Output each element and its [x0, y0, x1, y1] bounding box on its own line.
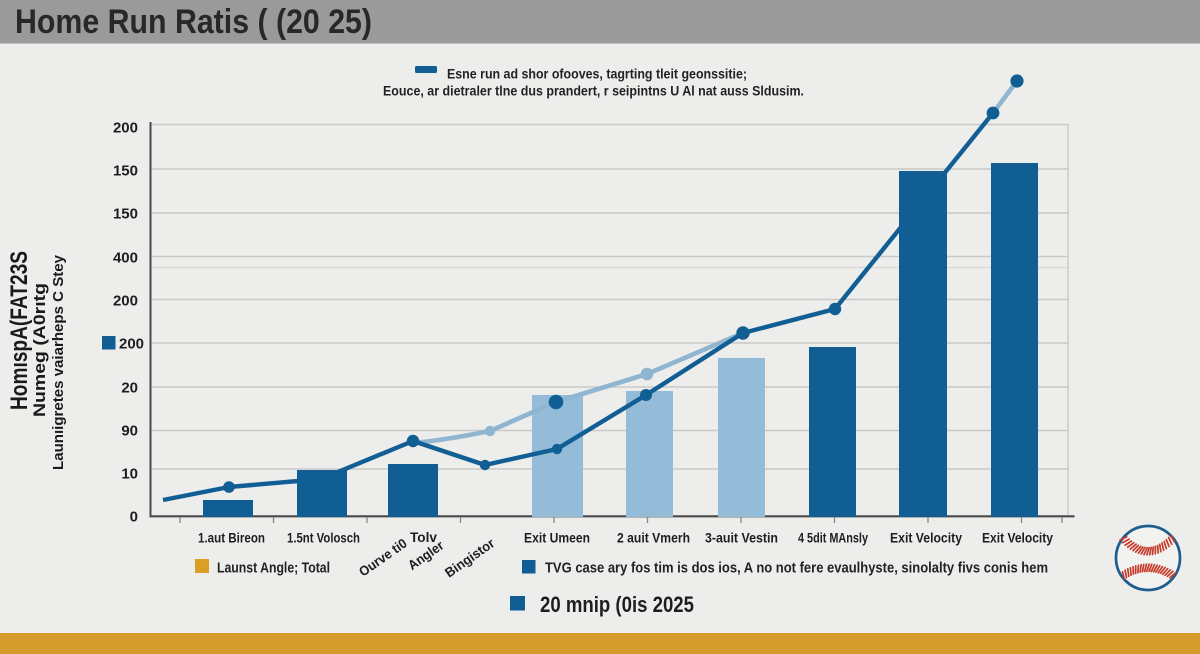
svg-text:Tolv: Tolv — [410, 529, 437, 545]
svg-text:200: 200 — [113, 293, 138, 310]
svg-text:Exit Velocity: Exit Velocity — [982, 531, 1053, 546]
svg-text:150: 150 — [113, 206, 138, 223]
svg-text:Numeg (A0rıtg: Numeg (A0rıtg — [30, 283, 49, 417]
svg-text:Eouce, ar dietraler tlne dus p: Eouce, ar dietraler tlne dus prandert, r… — [383, 83, 804, 99]
svg-text:Launst Angle; Total: Launst Angle; Total — [217, 560, 330, 577]
svg-text:10: 10 — [121, 466, 138, 483]
svg-text:1.5nt Volosch: 1.5nt Volosch — [287, 531, 360, 546]
svg-text:HomıspA(FAT23S: HomıspA(FAT23S — [6, 251, 33, 410]
svg-text:1.aut Bireon: 1.aut Bireon — [198, 531, 265, 546]
svg-text:400: 400 — [113, 250, 138, 267]
svg-text:3-auit Vestin: 3-auit Vestin — [705, 531, 778, 546]
svg-text:Esne run ad shor ofooves, tagr: Esne run ad shor ofooves, tagrting tleit… — [447, 66, 747, 82]
svg-text:Home Run Ratis ( (20 25): Home Run Ratis ( (20 25) — [15, 3, 372, 41]
svg-text:200: 200 — [119, 336, 144, 353]
svg-text:20 mnip (0is 2025: 20 mnip (0is 2025 — [540, 592, 694, 617]
svg-text:90: 90 — [121, 423, 138, 440]
svg-text:Exit Velocity: Exit Velocity — [890, 531, 962, 546]
svg-text:2 auit Vmerh: 2 auit Vmerh — [617, 531, 690, 546]
svg-text:200: 200 — [113, 120, 138, 137]
svg-text:Exit Umeen: Exit Umeen — [524, 531, 590, 546]
svg-text:0: 0 — [130, 509, 138, 526]
svg-text:4 5dit MAnsly: 4 5dit MAnsly — [798, 531, 868, 546]
svg-text:TVG case ary fos tim is dos io: TVG case ary fos tim is dos ios, A no no… — [545, 560, 1048, 577]
svg-text:150: 150 — [113, 163, 138, 180]
svg-text:Launıigretes vaiarheps C Stey: Launıigretes vaiarheps C Stey — [50, 254, 67, 470]
svg-text:20: 20 — [121, 380, 138, 397]
